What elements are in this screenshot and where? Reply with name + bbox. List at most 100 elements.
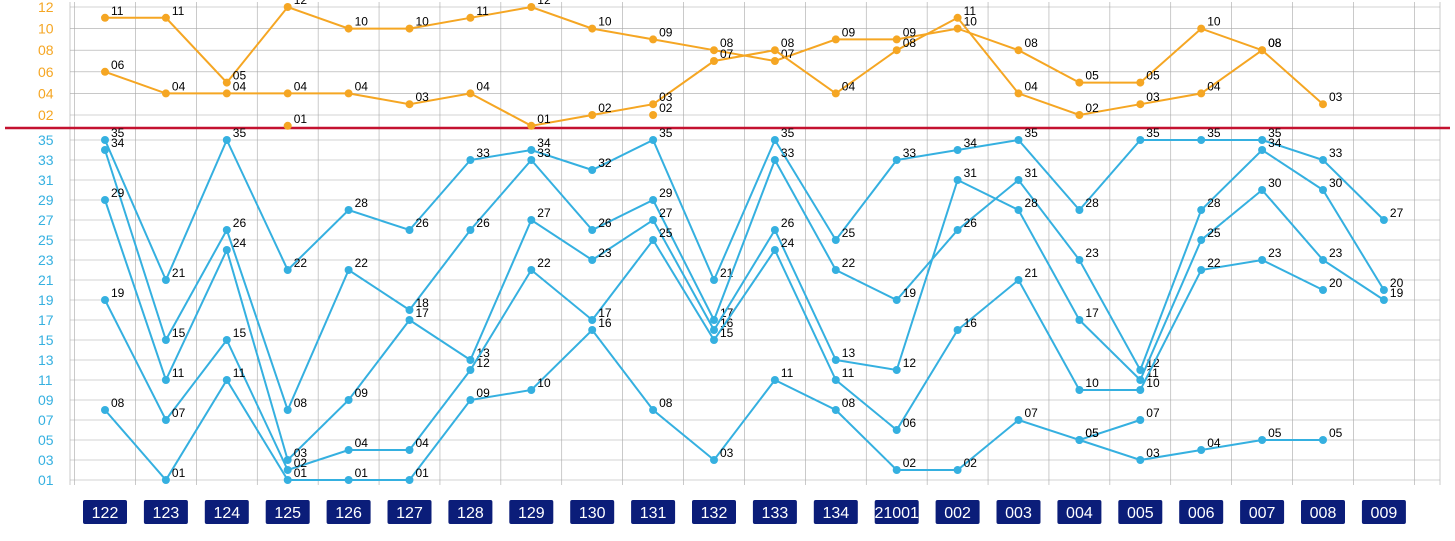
orange-point-label: 04 (476, 79, 490, 93)
orange-marker (832, 35, 840, 43)
blue-point-label: 01 (294, 466, 308, 480)
blue-marker (162, 336, 170, 344)
ytick-orange: 02 (38, 107, 54, 123)
ytick-orange: 10 (38, 21, 54, 37)
blue-marker (649, 236, 657, 244)
blue-marker (466, 156, 474, 164)
blue-marker (162, 416, 170, 424)
orange-marker (1258, 46, 1266, 54)
blue-marker (1197, 446, 1205, 454)
x-axis: 1221231241251261271281291301311321331342… (83, 500, 1406, 524)
blue-point-label: 19 (111, 286, 125, 300)
blue-point-label: 34 (111, 136, 125, 150)
blue-point-label: 25 (1207, 226, 1221, 240)
blue-point-label: 08 (111, 396, 125, 410)
ytick-blue: 25 (38, 232, 54, 248)
blue-marker (1258, 436, 1266, 444)
orange-marker (406, 100, 414, 108)
blue-point-label: 08 (659, 396, 673, 410)
blue-point-label: 09 (476, 386, 490, 400)
blue-point-label: 26 (233, 216, 247, 230)
xtick-label: 134 (822, 505, 849, 522)
blue-point-label: 01 (172, 466, 186, 480)
orange-point-label: 09 (842, 25, 856, 39)
blue-marker (1319, 156, 1327, 164)
blue-point-label: 22 (355, 256, 369, 270)
blue-point-label: 16 (964, 316, 978, 330)
blue-marker (466, 356, 474, 364)
xtick-label: 133 (762, 505, 789, 522)
ytick-blue: 27 (38, 212, 54, 228)
blue-marker (1197, 236, 1205, 244)
orange-point-label: 04 (1207, 79, 1221, 93)
orange-marker (1015, 46, 1023, 54)
orange-point-label: 11 (172, 4, 185, 18)
blue-series-2: 2911240309171327232716261312312817112530… (101, 166, 1404, 464)
orange-marker (649, 111, 657, 119)
blue-point-label: 22 (294, 256, 308, 270)
orange-point-label: 01 (294, 112, 308, 126)
blue-point-label: 33 (476, 146, 490, 160)
blue-marker (466, 366, 474, 374)
xtick-label: 006 (1188, 505, 1215, 522)
blue-point-label: 17 (1085, 306, 1099, 320)
blue-point-label: 25 (842, 226, 856, 240)
blue-point-label: 26 (416, 216, 430, 230)
orange-point-label: 12 (537, 0, 551, 7)
blue-marker (588, 256, 596, 264)
blue-marker (771, 376, 779, 384)
xtick-label: 004 (1066, 505, 1093, 522)
blue-marker (284, 466, 292, 474)
ytick-blue: 13 (38, 352, 54, 368)
xtick-label: 132 (701, 505, 728, 522)
blue-point-label: 27 (659, 206, 673, 220)
orange-marker (893, 46, 901, 54)
chart-svg: 0204060810120103050709111315171921232527… (0, 0, 1455, 541)
blue-point-label: 34 (1268, 136, 1282, 150)
blue-marker (406, 446, 414, 454)
orange-point-label: 09 (659, 25, 673, 39)
blue-marker (527, 216, 535, 224)
blue-marker (345, 206, 353, 214)
blue-marker (1015, 176, 1023, 184)
blue-point-label: 29 (659, 186, 673, 200)
blue-marker (406, 306, 414, 314)
orange-marker (466, 89, 474, 97)
blue-marker (893, 296, 901, 304)
orange-marker (284, 3, 292, 11)
blue-point-label: 35 (1207, 126, 1221, 140)
orange-marker (406, 25, 414, 33)
blue-marker (1075, 256, 1083, 264)
blue-point-label: 35 (1146, 126, 1160, 140)
blue-point-label: 28 (1207, 196, 1221, 210)
ytick-blue: 31 (38, 172, 54, 188)
orange-point-label: 10 (416, 15, 430, 29)
xtick-label: 122 (92, 505, 119, 522)
blue-marker (284, 406, 292, 414)
blue-point-label: 24 (781, 236, 795, 250)
blue-marker (1075, 436, 1083, 444)
blue-marker (1197, 136, 1205, 144)
blue-marker (466, 226, 474, 234)
blue-point-label: 10 (537, 376, 551, 390)
blue-point-label: 13 (842, 346, 856, 360)
blue-marker (954, 326, 962, 334)
blue-point-label: 04 (1207, 436, 1221, 450)
orange-point-label: 12 (294, 0, 308, 7)
blue-marker (1075, 206, 1083, 214)
xtick-label: 005 (1127, 505, 1154, 522)
blue-marker (1319, 186, 1327, 194)
orange-marker (1319, 100, 1327, 108)
blue-marker (162, 376, 170, 384)
orange-point-label: 04 (172, 79, 186, 93)
blue-point-label: 07 (1146, 406, 1160, 420)
orange-series-2: 0102 (284, 101, 673, 130)
blue-marker (223, 136, 231, 144)
orange-marker (771, 46, 779, 54)
blue-point-label: 22 (842, 256, 856, 270)
blue-series-1: 3415260822182633262917332219263123122834… (101, 136, 1404, 414)
blue-marker (1015, 416, 1023, 424)
blue-point-label: 32 (598, 156, 612, 170)
blue-marker (1380, 216, 1388, 224)
blue-marker (162, 276, 170, 284)
